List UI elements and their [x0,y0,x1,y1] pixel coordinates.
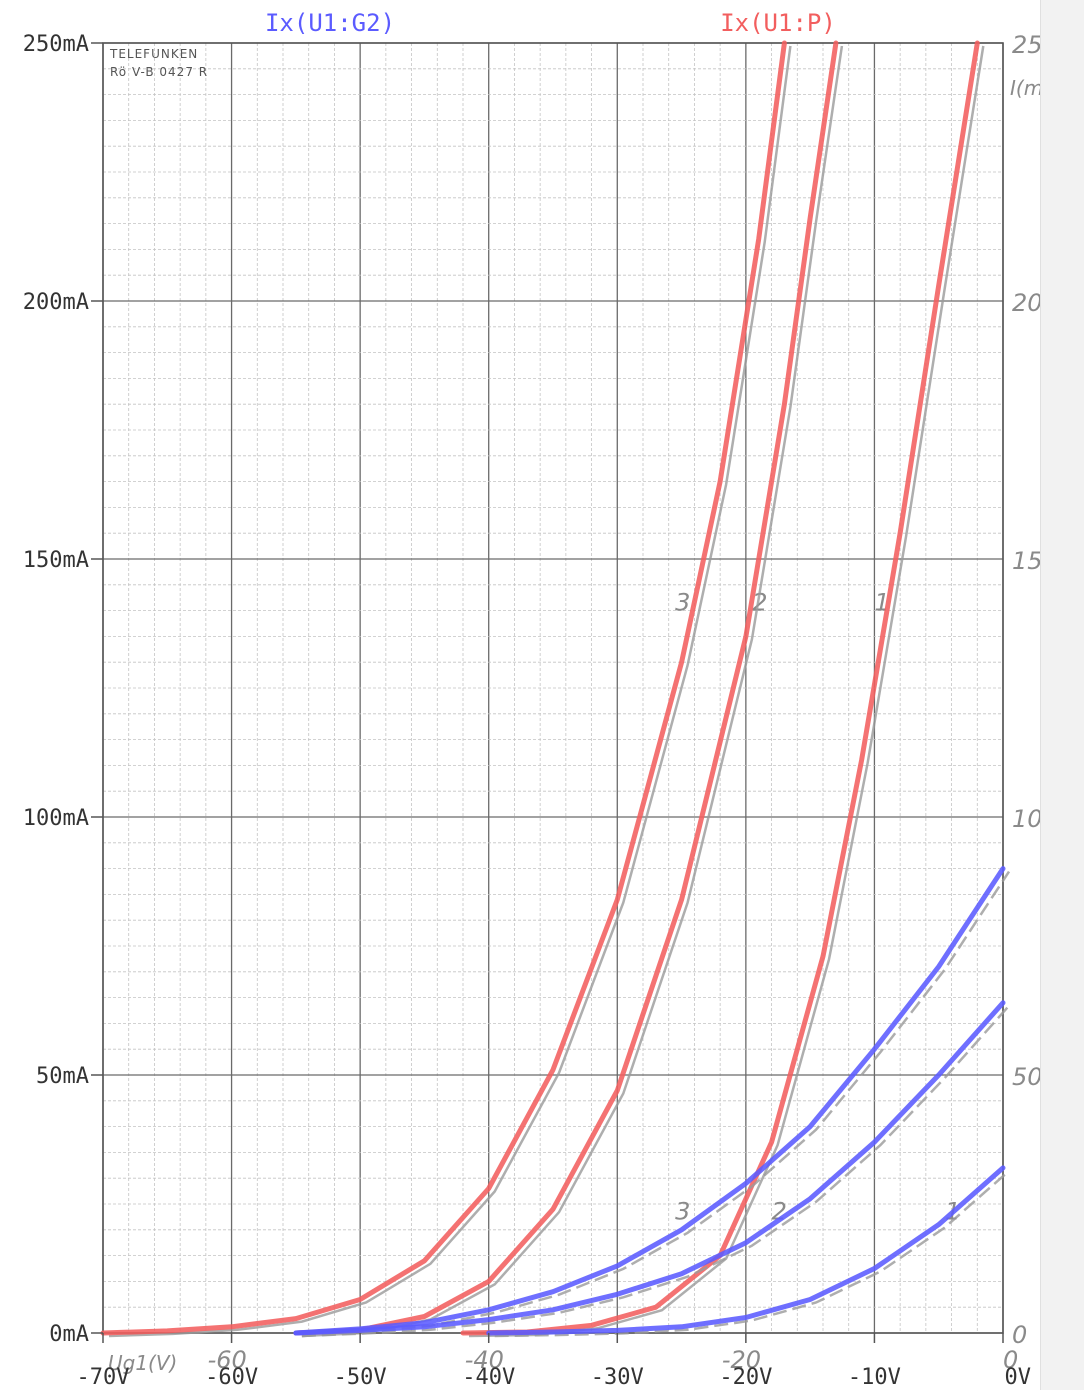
legend-label: Ix(U1:P) [720,9,836,37]
datasheet-x-tick-label: -40 [465,1346,504,1374]
series-line [100,40,787,1336]
datasheet-y-tick-label: 200 [1012,289,1040,317]
plate-current-chart: TELEFUNKEN Rö V-B 0427 R 0 50 100 150 200 250… [0,0,1040,1390]
datasheet-trace [494,1169,1010,1338]
datasheet-trace [301,870,1011,1338]
y-tick-label: 150mA [23,548,89,573]
x-tick-label: -40V [462,1365,515,1390]
x-tick-label: 0V [1005,1365,1032,1390]
curves [100,40,1011,1338]
curve-label: 3 [675,589,690,617]
x-tick-label: -60V [205,1365,258,1390]
datasheet-y-tick-label: 0 [1012,1321,1027,1349]
series-line [293,866,1006,1336]
maker-line-1: TELEFUNKEN [109,47,198,61]
axes: 0mA 50mA 100mA 150mA 200mA 250mA -70V -60V -50V -… [23,32,1031,1390]
series-line [486,1165,1006,1336]
series-line [293,1000,1006,1336]
datasheet-y-tick-label: 100 [1012,805,1040,833]
x-tick-label: -50V [334,1365,387,1390]
datasheet-y-tick-label: 150 [1012,547,1040,575]
datasheet-trace [108,45,792,1338]
x-tick-label: -10V [848,1365,901,1390]
datasheet-y-axis-label: I(mA) [1010,76,1040,100]
legend: Ix(U1:G2) Ix(U1:P) [265,9,836,37]
datasheet-y-tick-label: 50 [1012,1063,1040,1091]
chart-background [0,0,1040,1390]
series-line [293,40,839,1336]
y-tick-label: 200mA [23,290,89,315]
datasheet-trace [301,1004,1010,1338]
datasheet-y-tick-label: 250 [1012,31,1040,59]
x-tick-label: -70V [77,1365,130,1390]
y-tick-label: 250mA [23,32,89,57]
x-tick-label: -30V [591,1365,644,1390]
series-line [460,40,980,1336]
datasheet-x-tick-label: -20 [722,1346,761,1374]
legend-label: Ix(U1:G2) [265,9,395,37]
maker-line-2: Rö V-B 0427 R [110,65,208,79]
datasheet-x-tick-label: 0 [1003,1346,1018,1374]
y-tick-label: 0mA [49,1322,89,1347]
datasheet-x-axis-label: Ug1(V) [108,1351,177,1375]
curve-label: 3 [675,1197,690,1225]
y-tick-label: 100mA [23,806,89,831]
y-tick-label: 50mA [36,1064,89,1089]
x-tick-label: -20V [719,1365,772,1390]
datasheet-x-tick-label: -60 [208,1346,247,1374]
scrollbar[interactable] [1040,0,1084,1390]
